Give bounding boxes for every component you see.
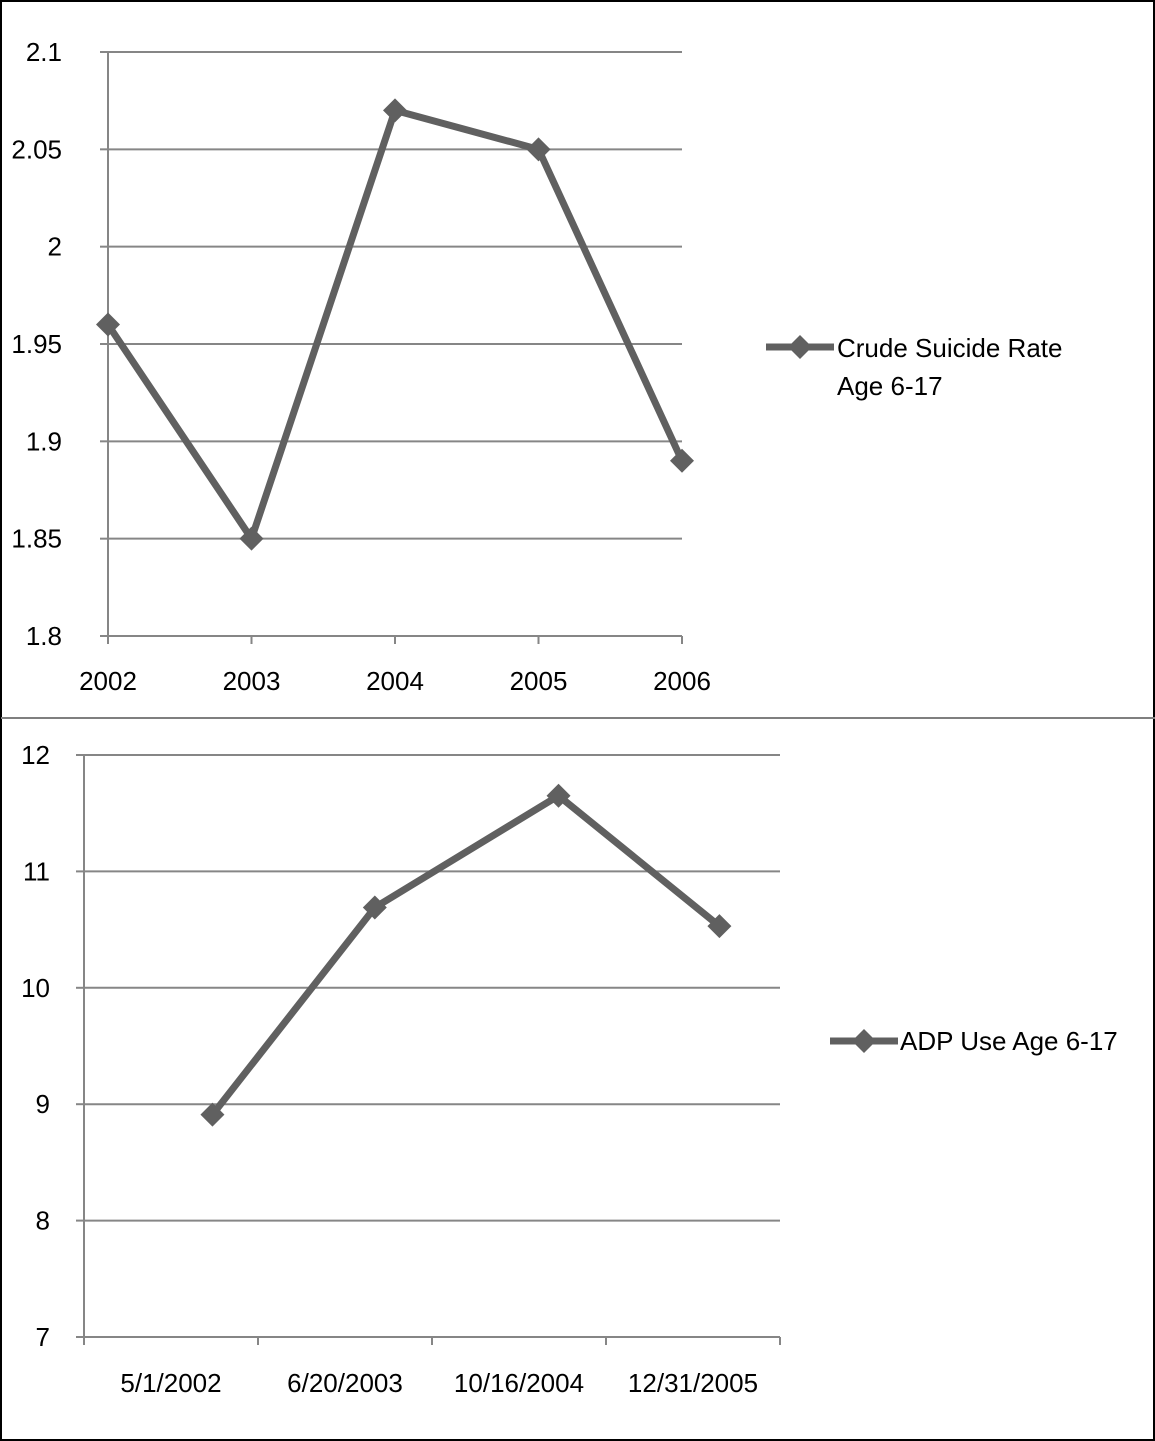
x-tick-label: 2002 <box>79 666 137 696</box>
y-tick-label: 2.05 <box>11 134 62 164</box>
x-tick-label: 2003 <box>223 666 281 696</box>
legend-marker <box>852 1029 876 1053</box>
legend-label: Crude Suicide Rate <box>837 333 1062 363</box>
y-tick-label: 11 <box>23 856 50 886</box>
data-point <box>362 895 387 920</box>
data-point <box>200 1102 225 1127</box>
x-tick-label: 2006 <box>653 666 711 696</box>
y-tick-label: 1.85 <box>11 524 62 554</box>
series-line <box>209 792 722 1117</box>
y-tick-label: 10 <box>21 973 50 1003</box>
data-point <box>670 448 694 473</box>
data-point <box>707 914 732 939</box>
y-tick-label: 1.9 <box>26 426 62 456</box>
data-point <box>383 98 407 123</box>
y-tick-label: 9 <box>36 1089 50 1119</box>
data-point <box>546 783 571 808</box>
y-tick-label: 1.95 <box>11 329 62 359</box>
y-tick-label: 7 <box>36 1322 50 1352</box>
y-tick-label: 2.1 <box>26 37 62 67</box>
legend-marker <box>788 335 812 359</box>
data-point <box>239 526 264 551</box>
x-tick-label: 6/20/2003 <box>287 1368 403 1398</box>
x-tick-label: 2005 <box>510 666 568 696</box>
data-point <box>96 312 120 337</box>
legend-label: ADP Use Age 6-17 <box>900 1026 1118 1056</box>
x-tick-label: 2004 <box>366 666 424 696</box>
y-tick-label: 8 <box>36 1206 50 1236</box>
y-tick-label: 1.8 <box>26 621 62 651</box>
x-tick-label: 10/16/2004 <box>454 1368 584 1398</box>
data-point <box>526 137 551 162</box>
x-tick-label: 12/31/2005 <box>628 1368 758 1398</box>
x-tick-label: 5/1/2002 <box>120 1368 221 1398</box>
y-tick-label: 12 <box>21 740 50 770</box>
adp-use-chart: 7 8 9 10 11 12 5/1/2002 6/20/2003 10/16/2004 12/3… <box>21 740 1118 1398</box>
legend-label: Age 6-17 <box>837 371 943 401</box>
suicide-rate-chart: 1.8 1.85 1.9 1.95 2 2.05 2.1 2002 2003 2004 2005 20… <box>11 37 1062 696</box>
y-tick-label: 2 <box>48 232 62 262</box>
